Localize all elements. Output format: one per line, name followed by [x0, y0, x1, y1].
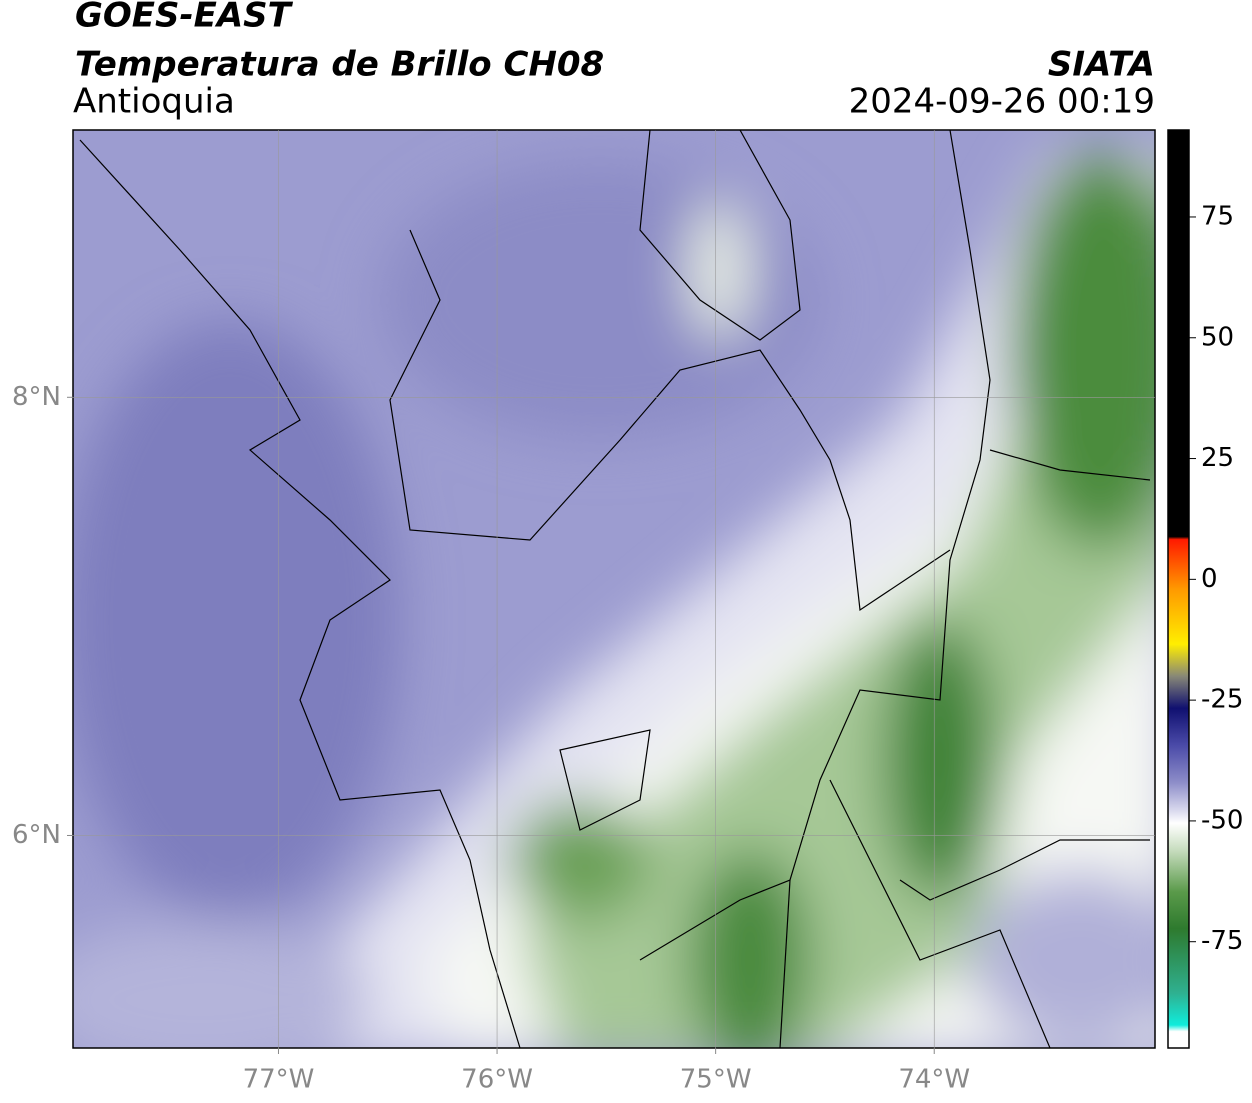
datetime: 2024-09-26 00:19	[849, 82, 1155, 122]
colorbar-tick-label: 50	[1201, 322, 1234, 352]
colorbar-tick-label: 25	[1201, 443, 1234, 473]
x-tick-label: 74°W	[898, 1065, 970, 1095]
colorbar-tick-label: -25	[1201, 685, 1243, 715]
subtitle: Temperatura de Brillo CH08	[75, 45, 604, 85]
boundaries	[79, 130, 1151, 1048]
title: GOES-EAST	[75, 0, 294, 36]
map-frame	[72, 129, 1156, 1049]
x-tick-label: 77°W	[243, 1065, 315, 1095]
colorbar-tick-label: -75	[1201, 926, 1243, 956]
x-tick-label: 75°W	[680, 1065, 752, 1095]
satellite-image	[73, 130, 1155, 1048]
y-tick-label: 6°N	[12, 820, 61, 850]
colorbar-tick-label: 75	[1201, 201, 1234, 231]
source: SIATA	[1048, 45, 1155, 85]
x-tick-label: 76°W	[461, 1065, 533, 1095]
colorbar	[1167, 129, 1190, 1049]
region: Antioquia	[73, 82, 235, 122]
colorbar-tick-label: 0	[1201, 564, 1218, 594]
y-tick-label: 8°N	[12, 382, 61, 412]
colorbar-tick-label: -50	[1201, 805, 1243, 835]
